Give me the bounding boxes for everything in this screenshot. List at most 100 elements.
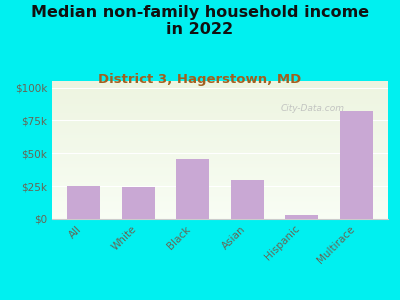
Bar xyxy=(52,200,388,201)
Bar xyxy=(52,189,388,190)
Bar xyxy=(52,182,388,183)
Bar xyxy=(52,89,388,91)
Text: District 3, Hagerstown, MD: District 3, Hagerstown, MD xyxy=(98,74,302,86)
Bar xyxy=(52,179,388,180)
Bar xyxy=(52,110,388,111)
Bar xyxy=(52,99,388,100)
Bar xyxy=(52,129,388,131)
Bar xyxy=(52,136,388,138)
Bar xyxy=(52,131,388,132)
Bar xyxy=(52,175,388,176)
Bar xyxy=(52,135,388,136)
Bar xyxy=(52,164,388,165)
Bar xyxy=(52,107,388,109)
Bar xyxy=(52,160,388,161)
Bar xyxy=(52,96,388,98)
Bar xyxy=(52,95,388,96)
Bar xyxy=(52,171,388,172)
Bar xyxy=(176,158,209,219)
Bar xyxy=(67,186,100,219)
Bar xyxy=(52,128,388,129)
Bar xyxy=(52,148,388,150)
Bar xyxy=(52,186,388,187)
Bar xyxy=(52,82,388,84)
Bar xyxy=(52,187,388,189)
Bar xyxy=(286,215,318,219)
Bar xyxy=(52,216,388,217)
Bar xyxy=(52,167,388,168)
Bar xyxy=(52,158,388,160)
Bar xyxy=(52,209,388,211)
Bar xyxy=(52,218,388,219)
Bar xyxy=(52,127,388,128)
Bar xyxy=(52,190,388,191)
Bar xyxy=(52,109,388,110)
Bar xyxy=(52,157,388,158)
Bar xyxy=(52,124,388,125)
Bar xyxy=(52,202,388,204)
Bar xyxy=(52,111,388,113)
Bar xyxy=(52,93,388,95)
Bar xyxy=(52,118,388,120)
Bar xyxy=(52,114,388,116)
Bar xyxy=(52,143,388,145)
Bar xyxy=(52,150,388,152)
Bar xyxy=(52,145,388,146)
Bar xyxy=(52,205,388,207)
Bar xyxy=(52,152,388,153)
Bar xyxy=(52,178,388,179)
Bar xyxy=(52,88,388,89)
Bar xyxy=(52,98,388,99)
Bar xyxy=(52,117,388,118)
Bar xyxy=(52,125,388,127)
Bar xyxy=(52,215,388,216)
Bar xyxy=(52,104,388,106)
Bar xyxy=(52,191,388,193)
Bar xyxy=(52,214,388,215)
Bar xyxy=(122,188,154,219)
Bar xyxy=(52,102,388,103)
Bar xyxy=(52,176,388,178)
Bar xyxy=(340,111,373,219)
Bar xyxy=(52,81,388,82)
Bar xyxy=(52,116,388,117)
Bar xyxy=(52,212,388,214)
Bar xyxy=(52,106,388,107)
Bar xyxy=(52,193,388,194)
Text: City-Data.com: City-Data.com xyxy=(280,104,344,113)
Bar xyxy=(52,132,388,134)
Bar xyxy=(52,139,388,140)
Bar xyxy=(52,183,388,184)
Bar xyxy=(52,207,388,208)
Text: Median non-family household income
in 2022: Median non-family household income in 20… xyxy=(31,4,369,38)
Bar xyxy=(52,154,388,155)
Bar xyxy=(52,140,388,142)
Bar xyxy=(52,208,388,209)
Bar xyxy=(52,147,388,148)
Bar xyxy=(52,134,388,135)
Bar xyxy=(52,91,388,92)
Bar xyxy=(52,165,388,166)
Bar xyxy=(52,198,388,200)
Bar xyxy=(52,155,388,157)
Bar xyxy=(52,184,388,186)
Bar xyxy=(52,92,388,93)
Bar xyxy=(52,84,388,85)
Bar xyxy=(52,169,388,171)
Bar xyxy=(52,196,388,197)
Bar xyxy=(52,204,388,205)
Bar xyxy=(52,121,388,122)
Bar xyxy=(52,168,388,169)
Bar xyxy=(52,113,388,114)
Bar xyxy=(52,153,388,154)
Bar xyxy=(52,86,388,88)
Bar xyxy=(52,194,388,196)
Bar xyxy=(52,161,388,162)
Bar xyxy=(52,172,388,173)
Bar xyxy=(231,180,264,219)
Bar xyxy=(52,138,388,139)
Bar xyxy=(52,122,388,124)
Bar xyxy=(52,197,388,198)
Bar xyxy=(52,142,388,143)
Bar xyxy=(52,180,388,182)
